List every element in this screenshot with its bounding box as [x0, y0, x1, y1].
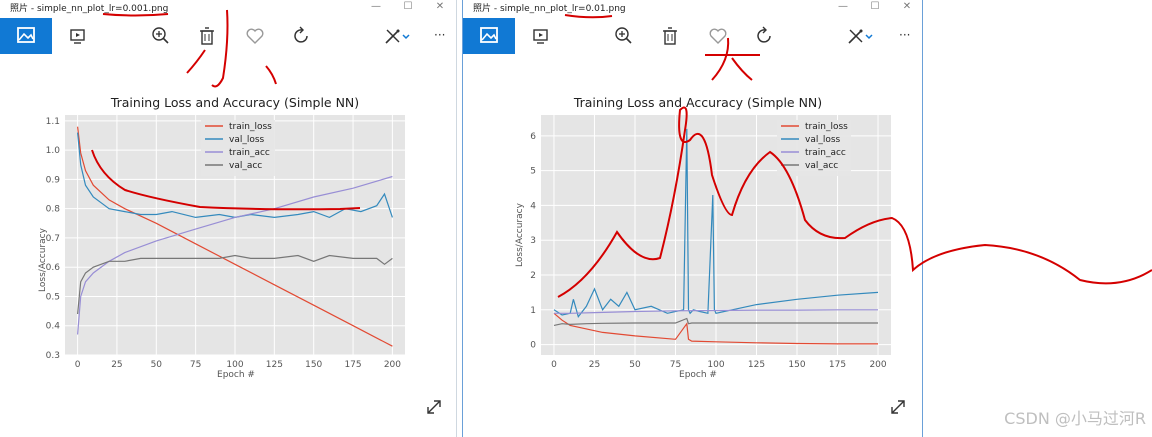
title-bar: 照片 - simple_nn_plot_lr=0.001.png — ☐ ✕	[0, 0, 456, 14]
legend-label-val_loss: val_loss	[229, 135, 265, 145]
photos-window-left: 照片 - simple_nn_plot_lr=0.001.png — ☐ ✕ ·…	[0, 0, 457, 437]
y-tick-label: 0.7	[46, 234, 60, 244]
x-tick-label: 0	[75, 360, 81, 370]
legend-label-train_acc: train_acc	[805, 148, 846, 158]
rotate-icon[interactable]	[292, 26, 312, 46]
x-tick-label: 25	[589, 360, 600, 370]
image-icon	[480, 27, 498, 43]
x-axis-label: Epoch #	[679, 370, 717, 380]
y-tick-label: 0.6	[46, 263, 61, 273]
edit-icon[interactable]	[846, 26, 866, 46]
chevron-down-icon[interactable]	[401, 26, 411, 46]
series-line-val_acc	[77, 254, 393, 315]
slideshow-icon[interactable]	[68, 26, 88, 46]
legend-label-train_loss: train_loss	[805, 122, 848, 132]
y-tick-label: 0.4	[46, 322, 61, 332]
chart-title: Training Loss and Accuracy (Simple NN)	[110, 95, 359, 110]
series-line-train_acc	[554, 309, 878, 314]
y-tick-label: 4	[530, 201, 536, 211]
expand-icon[interactable]	[889, 398, 907, 416]
series-line-train_loss	[77, 126, 393, 347]
legend-label-train_acc: train_acc	[229, 148, 270, 158]
window-title: 照片 - simple_nn_plot_lr=0.01.png	[473, 4, 626, 14]
chart-left: Training Loss and Accuracy (Simple NN) L…	[38, 95, 405, 380]
legend-label-val_loss: val_loss	[805, 135, 841, 145]
x-tick-label: 50	[629, 360, 641, 370]
view-image-button[interactable]	[0, 18, 52, 54]
y-tick-label: 0	[530, 341, 536, 351]
slideshow-icon[interactable]	[531, 26, 551, 46]
y-tick-label: 1.1	[46, 117, 60, 127]
chart-title: Training Loss and Accuracy (Simple NN)	[573, 95, 822, 110]
x-tick-label: 125	[266, 360, 283, 370]
expand-icon[interactable]	[425, 398, 443, 416]
y-tick-label: 1.0	[46, 146, 61, 156]
y-tick-label: 0.3	[46, 351, 60, 361]
minimize-button[interactable]: —	[371, 1, 381, 12]
series-line-train_loss	[553, 312, 878, 345]
delete-icon[interactable]	[660, 26, 680, 46]
x-tick-label: 100	[707, 360, 724, 370]
y-tick-label: 0.8	[46, 205, 61, 215]
x-tick-label: 200	[384, 360, 401, 370]
x-tick-label: 75	[190, 360, 201, 370]
more-options-button[interactable]: ···	[434, 28, 446, 42]
x-tick-label: 100	[226, 360, 243, 370]
chart-right: Training Loss and Accuracy (Simple NN) L…	[515, 95, 891, 380]
maximize-button[interactable]: ☐	[870, 1, 880, 12]
x-tick-label: 125	[748, 360, 765, 370]
close-button[interactable]: ✕	[435, 1, 445, 12]
y-tick-label: 1	[530, 306, 536, 316]
y-tick-label: 3	[530, 236, 536, 246]
more-options-button[interactable]: ···	[899, 28, 911, 42]
x-tick-label: 75	[670, 360, 681, 370]
chevron-down-icon[interactable]	[864, 26, 874, 46]
x-tick-label: 200	[869, 360, 886, 370]
window-title: 照片 - simple_nn_plot_lr=0.001.png	[10, 4, 169, 14]
x-tick-label: 25	[111, 360, 122, 370]
legend-label-val_acc: val_acc	[805, 161, 838, 171]
y-tick-label: 2	[530, 271, 536, 281]
view-image-button[interactable]	[463, 18, 515, 54]
x-tick-label: 175	[344, 360, 361, 370]
minimize-button[interactable]: —	[838, 1, 848, 12]
legend-label-train_loss: train_loss	[229, 122, 272, 132]
maximize-button[interactable]: ☐	[403, 1, 413, 12]
zoom-in-icon[interactable]	[613, 26, 633, 46]
rotate-icon[interactable]	[755, 26, 775, 46]
heart-icon[interactable]	[708, 26, 728, 46]
series-line-val_acc	[553, 317, 878, 326]
y-tick-label: 6	[530, 132, 536, 142]
title-bar: 照片 - simple_nn_plot_lr=0.01.png — ☐ ✕	[463, 0, 922, 14]
y-axis-label: Loss/Accuracy	[38, 227, 48, 292]
watermark: CSDN @小马过河R	[1004, 409, 1146, 428]
photos-window-right: 照片 - simple_nn_plot_lr=0.01.png — ☐ ✕ ··…	[462, 0, 923, 437]
x-tick-label: 175	[829, 360, 846, 370]
y-tick-label: 5	[530, 167, 536, 177]
x-tick-label: 0	[551, 360, 557, 370]
x-axis-label: Epoch #	[217, 370, 255, 380]
zoom-in-icon[interactable]	[150, 26, 170, 46]
y-axis-label: Loss/Accuracy	[515, 202, 525, 267]
y-tick-label: 0.5	[46, 292, 60, 302]
close-button[interactable]: ✕	[902, 1, 912, 12]
x-tick-label: 150	[788, 360, 805, 370]
edit-icon[interactable]	[383, 26, 403, 46]
delete-icon[interactable]	[197, 26, 217, 46]
image-icon	[17, 27, 35, 43]
y-tick-label: 0.9	[46, 175, 61, 185]
x-tick-label: 50	[151, 360, 163, 370]
toolbar: ···	[463, 18, 922, 54]
heart-icon[interactable]	[245, 26, 265, 46]
legend-label-val_acc: val_acc	[229, 161, 262, 171]
toolbar: ···	[0, 18, 456, 54]
x-tick-label: 150	[305, 360, 322, 370]
